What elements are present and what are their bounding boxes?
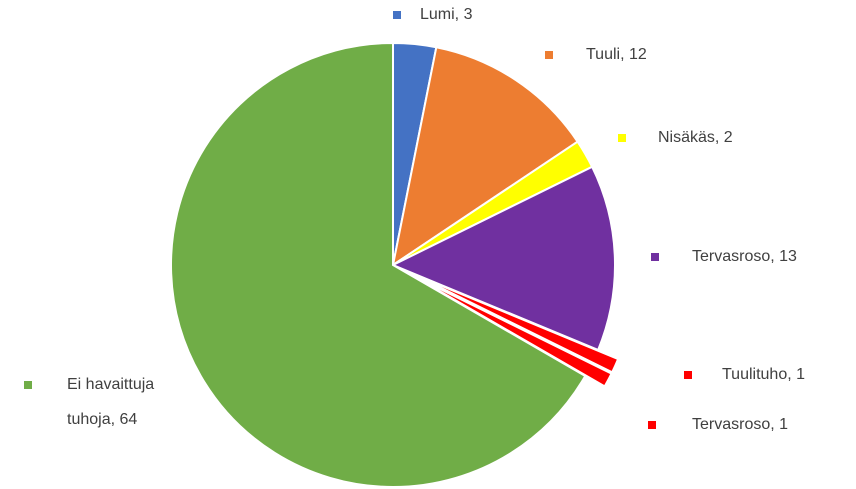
data-label: Tuuli, 12	[586, 46, 647, 63]
data-label: Lumi, 3	[420, 6, 473, 23]
legend-marker	[618, 134, 626, 142]
data-label: Ei havaittuja tuhoja, 64	[67, 376, 154, 428]
legend-marker	[651, 253, 659, 261]
legend-marker	[648, 421, 656, 429]
data-label: Tervasroso, 13	[692, 248, 797, 265]
data-label: Tuulituho, 1	[722, 366, 805, 383]
pie-slice	[411, 274, 613, 388]
label-line: tuhoja, 64	[67, 411, 137, 428]
data-label: Nisäkäs, 2	[658, 129, 733, 146]
data-label: Tervasroso, 1	[692, 416, 788, 433]
legend-marker	[393, 11, 401, 19]
pie-slice	[412, 273, 620, 374]
pie-slice	[391, 46, 579, 268]
legend-marker	[684, 371, 692, 379]
label-line: Ei havaittuja	[67, 376, 154, 393]
legend-marker	[545, 51, 553, 59]
legend-marker	[24, 381, 32, 389]
pie-slice	[390, 165, 616, 352]
pie-slice	[170, 41, 587, 488]
